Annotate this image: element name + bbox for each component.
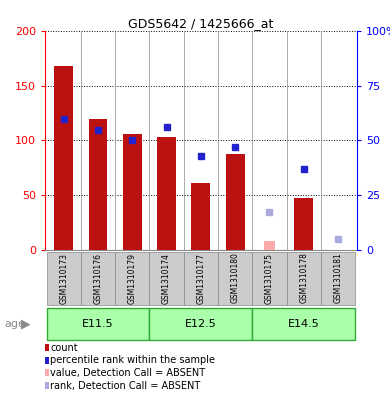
Text: GSM1310177: GSM1310177 <box>196 253 206 303</box>
Bar <box>226 154 245 250</box>
Text: GSM1310173: GSM1310173 <box>59 253 68 303</box>
Bar <box>252 252 287 305</box>
Text: GSM1310175: GSM1310175 <box>265 253 274 303</box>
Bar <box>46 252 81 305</box>
Text: GSM1310176: GSM1310176 <box>94 253 103 303</box>
Bar <box>81 252 115 305</box>
Bar <box>184 252 218 305</box>
Text: GSM1310179: GSM1310179 <box>128 253 137 303</box>
Bar <box>54 66 73 250</box>
Text: GSM1310181: GSM1310181 <box>333 253 342 303</box>
Text: age: age <box>4 319 25 329</box>
Bar <box>123 134 142 250</box>
Bar <box>321 252 355 305</box>
Text: E14.5: E14.5 <box>288 319 319 329</box>
Text: E11.5: E11.5 <box>82 319 114 329</box>
Bar <box>191 183 210 250</box>
Text: count: count <box>50 343 78 353</box>
Text: ▶: ▶ <box>21 317 31 331</box>
Text: E12.5: E12.5 <box>185 319 217 329</box>
Bar <box>287 252 321 305</box>
Title: GDS5642 / 1425666_at: GDS5642 / 1425666_at <box>128 17 273 30</box>
Text: GSM1310178: GSM1310178 <box>299 253 308 303</box>
Text: percentile rank within the sample: percentile rank within the sample <box>50 355 215 365</box>
Bar <box>252 308 355 340</box>
Bar <box>46 308 149 340</box>
Bar <box>294 198 313 250</box>
Bar <box>89 119 107 250</box>
Bar <box>157 137 176 250</box>
Text: GSM1310174: GSM1310174 <box>162 253 171 303</box>
Bar <box>149 308 252 340</box>
Bar <box>264 241 275 250</box>
Text: rank, Detection Call = ABSENT: rank, Detection Call = ABSENT <box>50 380 200 391</box>
Text: GSM1310180: GSM1310180 <box>230 253 239 303</box>
Bar <box>218 252 252 305</box>
Bar <box>149 252 184 305</box>
Text: value, Detection Call = ABSENT: value, Detection Call = ABSENT <box>50 368 205 378</box>
Bar <box>115 252 149 305</box>
